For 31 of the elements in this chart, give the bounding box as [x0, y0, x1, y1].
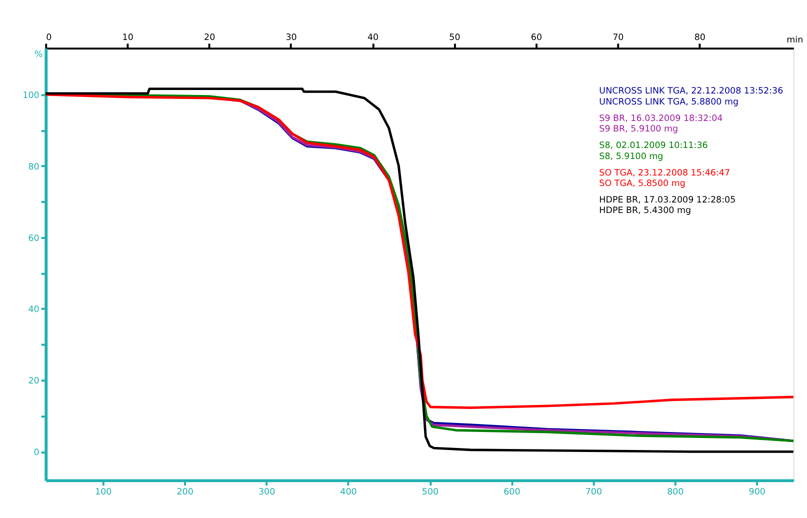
y-tick-label: 100: [22, 90, 40, 101]
x2-tick-label: 300: [258, 487, 276, 498]
x-tick-label: 50: [449, 32, 460, 43]
y-tick-label: 80: [28, 162, 40, 172]
x2-tick-label: 900: [748, 487, 766, 498]
x2-tick-label: 700: [585, 487, 602, 498]
x2-tick-label: 100: [95, 487, 112, 498]
y-tick-label: 0: [34, 448, 40, 458]
x-tick-label: 80: [694, 32, 706, 43]
text: HDPE BR, 17.03.2009 12:28:05 HDPE BR, 5.4300 mg: [599, 195, 736, 216]
x-tick-label: 0: [46, 32, 52, 43]
x2-tick-label: 400: [340, 487, 357, 498]
y-axis-title: %: [34, 50, 43, 60]
x2-tick-label: 600: [504, 487, 520, 498]
x2-tick-label: 200: [176, 487, 194, 498]
x-tick-label: 70: [612, 32, 624, 43]
text: S8, 02.01.2009 10:11:36 S8, 5.9100 mg: [599, 141, 708, 162]
y-tick-label: 40: [28, 305, 40, 316]
x-tick-label: 60: [530, 32, 542, 43]
x2-tick-label: 500: [422, 487, 439, 498]
y-tick-label: 20: [28, 376, 40, 387]
x-axis-title: min: [786, 35, 804, 46]
x-tick-label: 20: [204, 32, 216, 43]
x-tick-label: 10: [122, 32, 134, 43]
x2-tick-label: 800: [667, 487, 684, 498]
y-tick-label: 60: [28, 234, 40, 244]
x-tick-label: 40: [367, 32, 379, 43]
text: UNCROSS LINK TGA, 22.12.2008 13:52:36 UNCROSS LINK TGA, 5.8800 mg: [599, 86, 784, 108]
text: S9 BR, 16.03.2009 18:32:04 S9 BR, 5.9100 mg: [599, 114, 724, 135]
text: SO TGA, 23.12.2008 15:46:47 SO TGA, 5.8500 mg: [599, 168, 730, 189]
x-tick-label: 30: [286, 32, 297, 43]
